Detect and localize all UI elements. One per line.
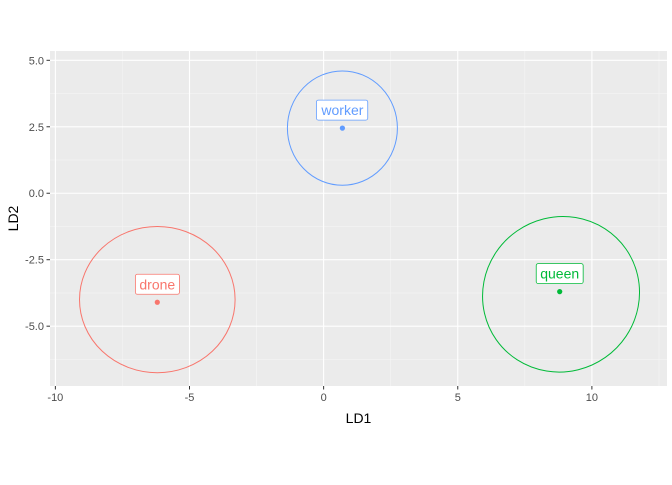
- major-gridlines: [50, 51, 667, 386]
- ellipse-drone: [79, 225, 236, 374]
- label-drone: drone: [134, 273, 180, 295]
- y-tick-label: -5.0: [25, 321, 44, 333]
- x-axis: -10 -5 0 5 10: [47, 386, 598, 404]
- group-labels: drone queen worker: [134, 99, 584, 295]
- x-axis-title: LD1: [346, 410, 372, 426]
- group-means: [154, 125, 563, 305]
- y-tick-label: 5.0: [29, 55, 44, 67]
- ellipse-worker: [286, 70, 398, 186]
- label-box-queen: [535, 263, 584, 285]
- ellipse-queen: [482, 215, 641, 373]
- x-tick-label: 10: [586, 392, 598, 404]
- point-queen: [557, 289, 563, 295]
- confidence-ellipses: [79, 70, 641, 374]
- point-drone: [154, 299, 160, 305]
- label-worker: worker: [315, 99, 369, 121]
- x-tick-label: 0: [321, 392, 327, 404]
- y-tick-label: 0.0: [29, 188, 44, 200]
- minor-gridlines: [50, 51, 667, 386]
- y-tick-label: 2.5: [29, 122, 44, 134]
- x-tick-label: 5: [455, 392, 461, 404]
- label-box-worker: [315, 99, 369, 121]
- point-worker: [339, 125, 346, 131]
- label-text-drone: drone: [139, 276, 175, 292]
- label-text-queen: queen: [540, 266, 579, 282]
- label-text-worker: worker: [320, 102, 363, 118]
- y-axis: 5.0 2.5 0.0 -2.5 -5.0: [25, 55, 50, 333]
- label-queen: queen: [535, 263, 584, 285]
- label-box-drone: [134, 273, 180, 295]
- x-tick-label: -10: [47, 392, 63, 404]
- x-tick-label: -5: [185, 392, 195, 404]
- y-axis-title: LD2: [5, 205, 21, 231]
- y-tick-label: -2.5: [25, 255, 44, 267]
